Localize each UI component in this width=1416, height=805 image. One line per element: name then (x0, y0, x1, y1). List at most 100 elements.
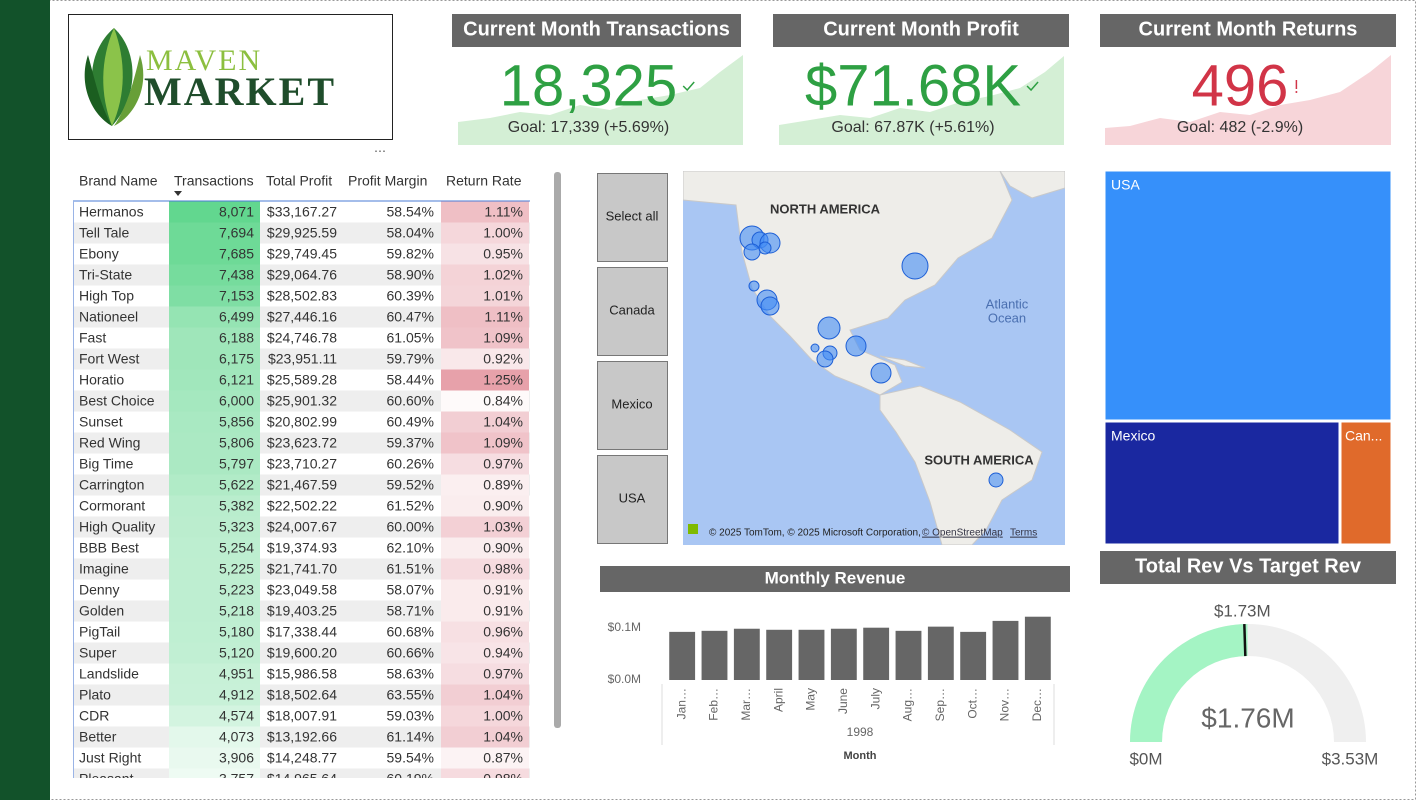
table-cell: 1.25% (483, 372, 523, 388)
table-cell: Red Wing (79, 435, 140, 451)
map[interactable] (683, 171, 1065, 545)
table-cell: $20,802.99 (267, 414, 337, 430)
table-cell: 1.00% (483, 225, 523, 241)
table-cell: Fast (79, 330, 106, 346)
bar (766, 629, 793, 680)
table-cell: 0.91% (483, 582, 523, 598)
bar (669, 631, 696, 680)
table-cell: 60.26% (387, 456, 434, 472)
table-cell: 61.05% (387, 330, 434, 346)
table-cell: 5,120 (219, 645, 254, 661)
logo-line2: MARKET (144, 69, 336, 114)
table-cell: 0.84% (483, 393, 523, 409)
kpi-goal: Goal: 67.87K (+5.61%) (831, 119, 994, 136)
treemap-tile[interactable] (1340, 421, 1392, 545)
gauge-value (1130, 624, 1248, 742)
scrollbar[interactable] (554, 172, 561, 728)
table-cell: 60.66% (387, 645, 434, 661)
land (879, 355, 926, 369)
column-header: Transactions (174, 173, 254, 189)
slicer-button[interactable] (597, 173, 668, 262)
table-cell: 0.98% (483, 771, 523, 787)
table-cell: $25,901.32 (267, 393, 337, 409)
table-cell: 4,951 (219, 666, 254, 682)
table-cell: 60.19% (387, 771, 434, 787)
table-cell: $33,167.27 (267, 204, 337, 220)
map-attribution: © 2025 TomTom, © 2025 Microsoft Corporat… (709, 528, 921, 539)
slicer-label: Canada (609, 302, 655, 317)
column-header: Profit Margin (348, 173, 427, 189)
cell-shade (441, 453, 529, 475)
x-tick-label: May (804, 688, 818, 711)
more-options[interactable]: ⋯ (374, 144, 386, 158)
cell-shade (441, 642, 529, 664)
cell-shade (441, 495, 529, 517)
table-cell: $23,951.11 (268, 351, 337, 367)
bar (960, 631, 987, 680)
table-cell: 61.51% (387, 561, 434, 577)
map-attribution: © OpenStreetMap (922, 528, 1003, 539)
treemap-tile[interactable] (1104, 170, 1392, 421)
table-cell: Sunset (79, 414, 123, 430)
cell-shade (169, 621, 260, 643)
table-cell: 3,757 (219, 771, 254, 787)
table-cell: 58.07% (387, 582, 434, 598)
table-cell: 5,254 (219, 540, 254, 556)
table-cell: $13,192.66 (267, 729, 337, 745)
land (879, 385, 1043, 545)
cell-shade (169, 579, 260, 601)
gauge-value-label: $1.76M (1201, 702, 1294, 733)
treemap-tile[interactable] (1104, 421, 1340, 545)
table-cell: 5,218 (219, 603, 254, 619)
bar (830, 628, 857, 680)
table-cell: $29,064.76 (267, 267, 337, 283)
logo-line1: MAVEN (146, 44, 262, 77)
table-cell: Big Time (79, 456, 134, 472)
table-cell: 0.98% (483, 561, 523, 577)
cell-shade (169, 285, 260, 307)
table-cell: $14,248.77 (267, 750, 337, 766)
cell-shade (441, 411, 529, 433)
table-cell: 5,323 (219, 519, 254, 535)
slicer-label: USA (619, 490, 646, 505)
cell-shade (169, 705, 260, 727)
map-attribution: Terms (1010, 528, 1037, 539)
y-tick-label: $0.1M (608, 620, 641, 634)
x-tick-label: Sep… (933, 688, 947, 721)
kpi-value: $71.68K (805, 53, 1021, 118)
store-bubbles (739, 225, 1004, 488)
column-header: Brand Name (79, 173, 158, 189)
table-cell: 60.39% (387, 288, 434, 304)
cell-shade (169, 558, 260, 580)
table-cell: $21,467.59 (267, 477, 337, 493)
table-cell: $23,049.58 (267, 582, 337, 598)
table-cell: 0.89% (483, 477, 523, 493)
slicer-label: Select all (606, 208, 659, 223)
table-cell: 60.60% (387, 393, 434, 409)
kpi-title: Current Month Returns (1139, 18, 1358, 40)
x-group-label: 1998 (847, 725, 874, 739)
table-cell: 60.47% (387, 309, 434, 325)
kpi-status-icon (682, 81, 695, 92)
table-cell: 58.63% (387, 666, 434, 682)
table-cell: 1.11% (484, 309, 523, 325)
slicer-button[interactable] (597, 267, 668, 356)
cell-shade (169, 348, 260, 370)
cell-shade (169, 537, 260, 559)
table-cell: PigTail (79, 624, 120, 640)
bar (1024, 616, 1051, 680)
gauge-tick-label: $3.53M (1322, 749, 1379, 768)
slicer-button[interactable] (597, 361, 668, 450)
slicer-button[interactable] (597, 455, 668, 544)
table-cell: 5,225 (219, 561, 254, 577)
chart-title: Monthly Revenue (765, 568, 906, 587)
kpi-status-icon (1295, 91, 1298, 93)
bar (798, 629, 825, 680)
table-cell: 1.09% (483, 330, 523, 346)
table-cell: $24,746.78 (267, 330, 337, 346)
cell-shade (441, 348, 529, 370)
y-tick-label: $0.0M (608, 672, 641, 686)
cell-shade (169, 474, 260, 496)
table-cell: 60.00% (387, 519, 434, 535)
table-cell: 4,073 (219, 729, 254, 745)
